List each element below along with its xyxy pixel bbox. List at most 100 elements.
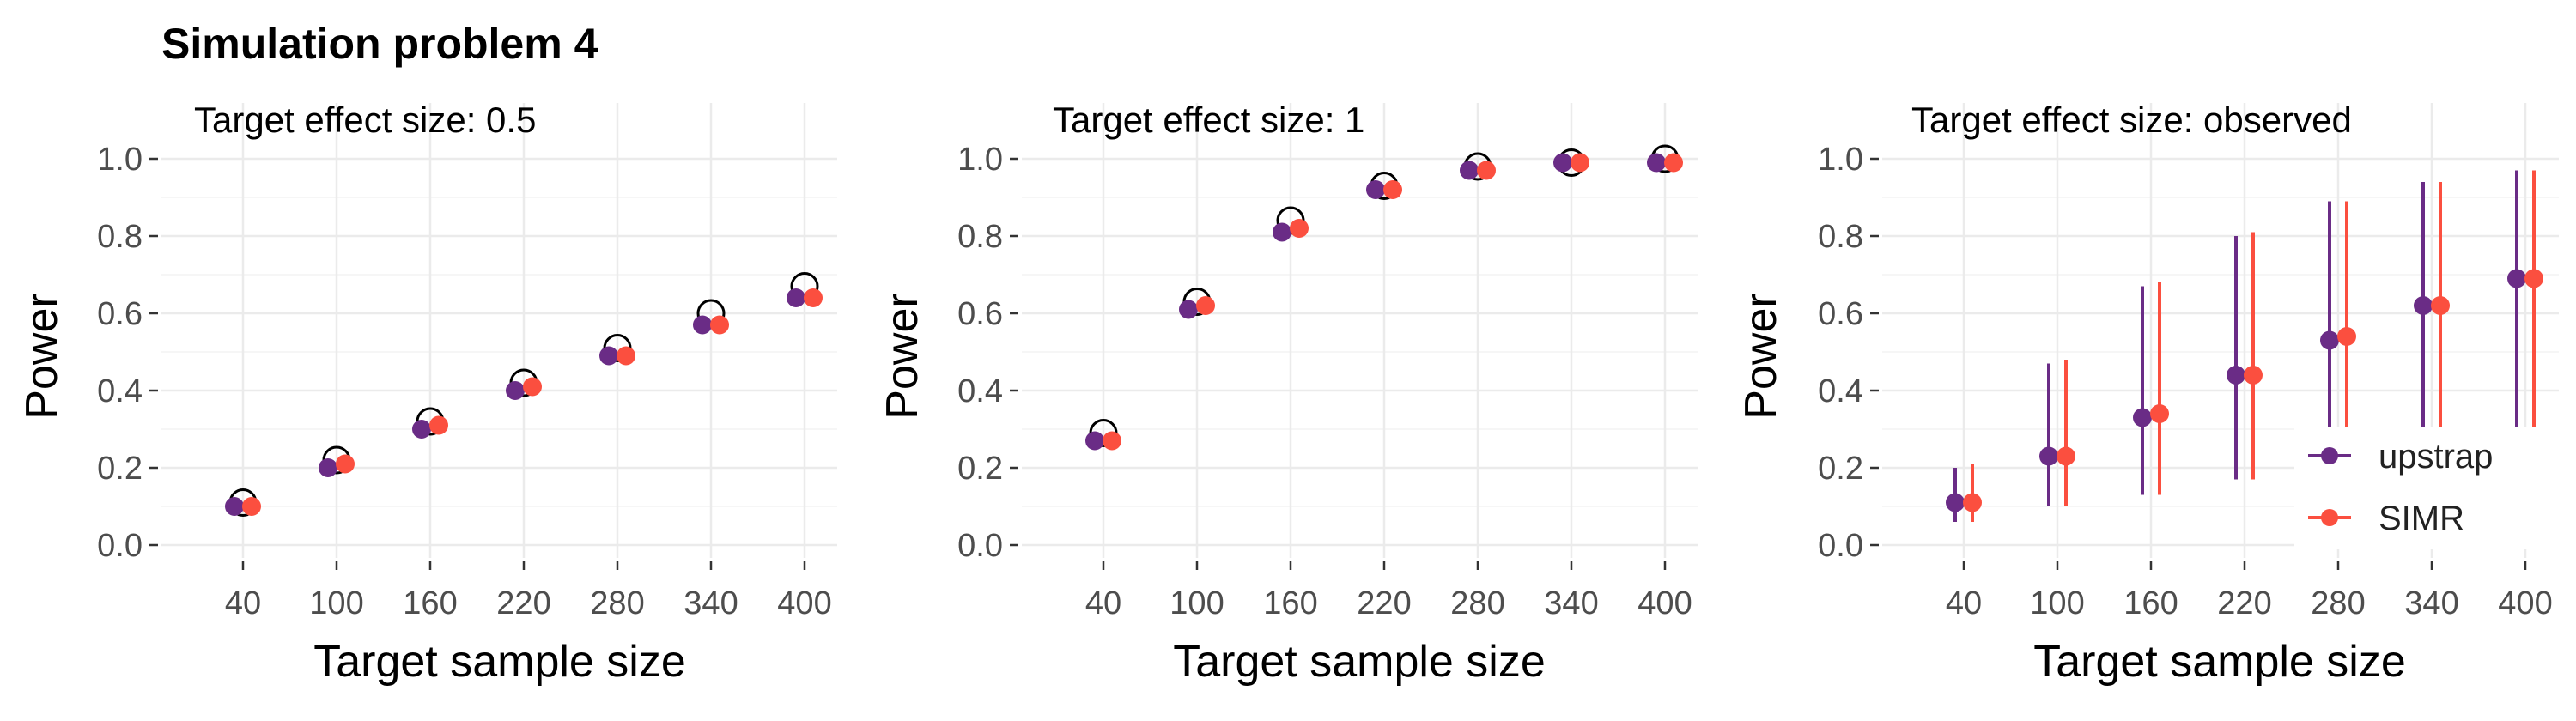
facet-title: Target effect size: observed: [1911, 100, 2352, 140]
x-tick-label: 280: [1450, 585, 1504, 621]
y-tick-label: 1.0: [957, 142, 1003, 178]
y-tick-label: 0.2: [1818, 451, 1863, 487]
point-simr: [1664, 153, 1683, 173]
point-simr: [336, 454, 355, 474]
y-tick-label: 1.0: [97, 142, 143, 178]
chart-title: Simulation problem 4: [161, 20, 598, 68]
point-simr: [2150, 404, 2169, 423]
x-tick-label: 220: [2217, 585, 2271, 621]
x-tick-label: 280: [590, 585, 644, 621]
y-axis-title: Power: [1736, 293, 1786, 419]
point-simr: [1963, 493, 1982, 512]
x-tick-label: 400: [777, 585, 831, 621]
legend-background: [2294, 427, 2569, 549]
x-tick-label: 340: [1544, 585, 1598, 621]
point-upstrap: [693, 315, 712, 335]
point-simr: [1383, 180, 1402, 199]
point-upstrap: [1273, 222, 1291, 242]
x-tick-label: 400: [2498, 585, 2552, 621]
point-upstrap: [2320, 330, 2339, 350]
y-tick-label: 1.0: [1818, 142, 1863, 178]
point-simr: [2244, 366, 2263, 385]
point-upstrap: [506, 381, 525, 400]
x-tick-label: 220: [496, 585, 550, 621]
point-simr: [1290, 219, 1309, 238]
point-upstrap: [412, 420, 431, 439]
facet-title: Target effect size: 0.5: [194, 100, 536, 140]
point-simr: [1196, 296, 1215, 315]
y-tick-label: 0.6: [957, 296, 1003, 332]
panel-3: 0.00.20.40.60.81.0 40 100 160 220 280 340 400 …: [1736, 100, 2569, 687]
legend-key-simr: [2321, 509, 2338, 526]
y-tick-label: 0.8: [97, 219, 143, 255]
point-upstrap: [2227, 366, 2245, 385]
y-tick-label: 0.6: [97, 296, 143, 332]
x-tick-label: 100: [2030, 585, 2084, 621]
point-simr: [1477, 161, 1496, 180]
facet-title: Target effect size: 1: [1053, 100, 1364, 140]
point-simr: [2431, 296, 2450, 315]
legend-label-upstrap: upstrap: [2379, 438, 2493, 476]
y-axis-title: Power: [878, 293, 927, 419]
y-tick-label: 0.4: [957, 373, 1003, 409]
point-simr: [804, 288, 823, 307]
x-tick-label: 40: [225, 585, 261, 621]
point-simr: [2337, 327, 2356, 346]
panel-2: 0.00.20.40.60.81.0 40 100 160 220 280 340 400 …: [878, 100, 1698, 687]
point-upstrap: [225, 497, 244, 516]
point-upstrap: [319, 458, 337, 477]
point-upstrap: [1366, 180, 1385, 199]
x-tick-label: 160: [1263, 585, 1317, 621]
y-tick-label: 0.2: [957, 451, 1003, 487]
y-tick-label: 0.8: [1818, 219, 1863, 255]
y-tick-label: 0.0: [957, 528, 1003, 564]
point-upstrap: [1553, 153, 1572, 173]
point-simr: [710, 315, 729, 335]
x-tick-label: 400: [1637, 585, 1692, 621]
point-upstrap: [1179, 300, 1198, 319]
panel-1: 0.00.20.40.60.81.0 40 100 160 220 280 340 400 …: [17, 100, 837, 687]
legend-label-simr: SIMR: [2379, 500, 2464, 537]
point-upstrap: [1647, 153, 1666, 173]
legend-key-upstrap: [2321, 447, 2338, 464]
y-tick-label: 0.0: [1818, 528, 1863, 564]
x-axis-title: Target sample size: [2033, 637, 2406, 687]
x-tick-label: 40: [1085, 585, 1121, 621]
y-axis-title: Power: [17, 293, 67, 419]
point-upstrap: [2039, 446, 2058, 466]
point-simr: [2057, 446, 2075, 466]
point-upstrap: [1460, 161, 1479, 180]
x-tick-label: 160: [403, 585, 457, 621]
y-tick-label: 0.0: [97, 528, 143, 564]
x-tick-label: 340: [2404, 585, 2458, 621]
x-tick-label: 100: [1170, 585, 1224, 621]
y-tick-label: 0.4: [1818, 373, 1863, 409]
x-tick-label: 160: [2123, 585, 2178, 621]
point-upstrap: [1946, 493, 1965, 512]
x-tick-label: 100: [309, 585, 363, 621]
point-upstrap: [599, 346, 618, 366]
point-upstrap: [787, 288, 805, 307]
point-simr: [1103, 431, 1121, 451]
point-upstrap: [2507, 269, 2526, 288]
legend: upstrap SIMR: [2294, 427, 2569, 549]
x-tick-label: 40: [1946, 585, 1982, 621]
point-upstrap: [1085, 431, 1104, 451]
point-simr: [2524, 269, 2543, 288]
x-axis-title: Target sample size: [313, 637, 686, 687]
point-simr: [523, 377, 542, 397]
x-axis-title: Target sample size: [1173, 637, 1546, 687]
point-simr: [429, 415, 448, 435]
point-upstrap: [2414, 296, 2433, 315]
point-upstrap: [2133, 408, 2152, 427]
point-simr: [242, 497, 261, 516]
x-tick-label: 220: [1357, 585, 1411, 621]
y-tick-label: 0.2: [97, 451, 143, 487]
y-tick-label: 0.4: [97, 373, 143, 409]
x-tick-label: 280: [2311, 585, 2365, 621]
point-simr: [617, 346, 635, 366]
y-tick-label: 0.8: [957, 219, 1003, 255]
y-tick-label: 0.6: [1818, 296, 1863, 332]
point-simr: [1571, 153, 1589, 173]
x-tick-label: 340: [683, 585, 738, 621]
